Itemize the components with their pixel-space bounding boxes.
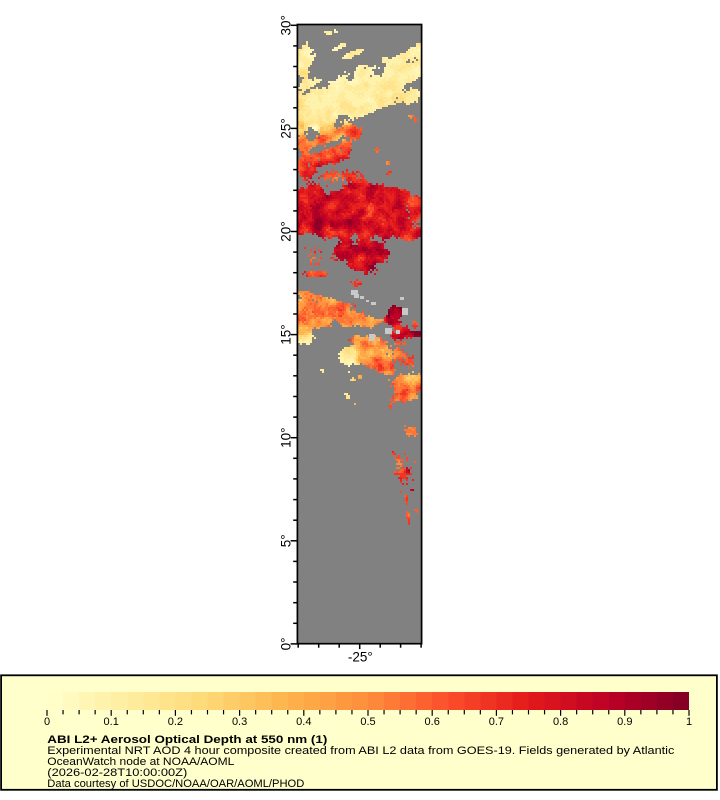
svg-text:0.6: 0.6 xyxy=(425,716,440,728)
svg-text:Data courtesy of USDOC/NOAA/OA: Data courtesy of USDOC/NOAA/OAR/AOML/PHO… xyxy=(47,778,304,790)
svg-text:0.4: 0.4 xyxy=(296,716,311,728)
svg-text:0: 0 xyxy=(44,716,50,728)
svg-text:ABI L2+ Aerosol Optical Depth: ABI L2+ Aerosol Optical Depth at 550 nm … xyxy=(47,734,327,746)
svg-text:-25°: -25° xyxy=(348,650,373,665)
svg-text:5°: 5° xyxy=(279,534,294,547)
svg-text:OceanWatch node at NOAA/AOML: OceanWatch node at NOAA/AOML xyxy=(47,756,234,768)
svg-text:30°: 30° xyxy=(279,15,294,35)
svg-text:0.3: 0.3 xyxy=(232,716,247,728)
svg-text:0.5: 0.5 xyxy=(360,716,375,728)
svg-text:Experimental NRT AOD 4 hour co: Experimental NRT AOD 4 hour composite cr… xyxy=(47,745,675,757)
svg-text:10°: 10° xyxy=(279,427,294,447)
svg-text:25°: 25° xyxy=(279,118,294,138)
svg-text:0.2: 0.2 xyxy=(168,716,183,728)
svg-text:0.9: 0.9 xyxy=(617,716,632,728)
svg-text:0°: 0° xyxy=(279,637,294,650)
svg-text:15°: 15° xyxy=(279,324,294,344)
svg-text:1: 1 xyxy=(686,716,692,728)
svg-text:20°: 20° xyxy=(279,221,294,241)
svg-text:(2026-02-28T10:00:00Z): (2026-02-28T10:00:00Z) xyxy=(47,767,187,779)
svg-text:0.1: 0.1 xyxy=(104,716,119,728)
svg-text:0.8: 0.8 xyxy=(553,716,568,728)
svg-text:0.7: 0.7 xyxy=(489,716,504,728)
